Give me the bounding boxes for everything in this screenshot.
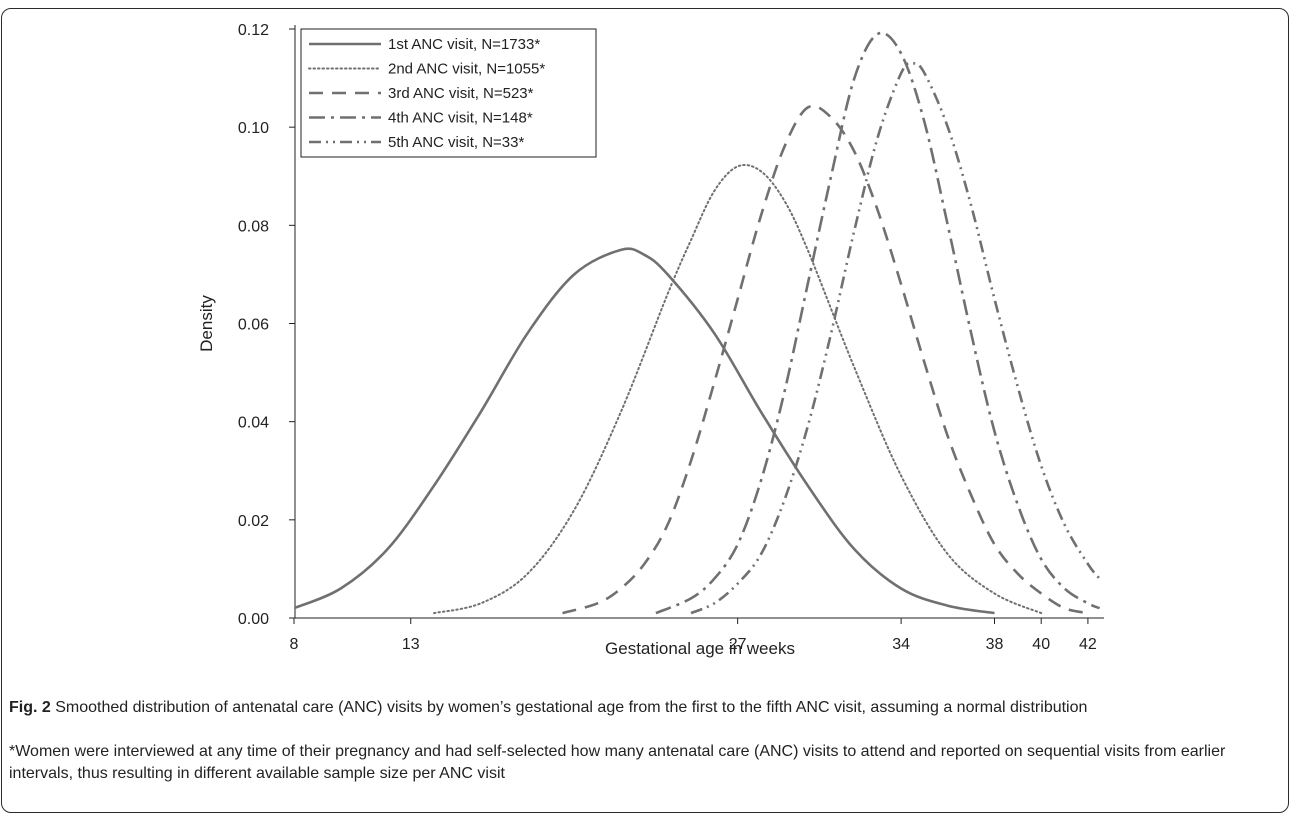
series-line-2 [433,164,1043,615]
y-tick-label: 0.10 [238,120,269,137]
y-tick-label: 0.08 [238,218,269,235]
y-tick-label: 0.12 [238,22,269,39]
y-tick-label: 0.06 [238,317,269,334]
caption-text: Smoothed distribution of antenatal care … [50,699,1088,716]
legend-label-5: 5th ANC visit, N=33* [388,134,524,151]
x-tick-label: 13 [402,636,420,653]
series-line-5 [690,61,1101,615]
x-tick-label: 27 [729,636,747,653]
x-tick-label: 38 [986,636,1004,653]
x-tick-label: 42 [1079,636,1097,653]
caption-footnote: *Women were interviewed at any time of t… [9,743,1226,782]
legend-label-1: 1st ANC visit, N=1733* [388,36,540,53]
legend-label-3: 3rd ANC visit, N=523* [388,85,534,102]
legend-box [300,28,597,158]
x-axis-title: Gestational age in weeks [605,639,795,658]
density-chart: 0.00 0.02 0.04 0.06 0.08 0.10 0.12 8 13 27 34 38 40 4… [197,22,1104,658]
y-tick-label: 0.04 [238,415,269,432]
figure-frame [1,8,1289,813]
series-line-4 [655,31,1101,615]
x-tick-label: 34 [892,636,910,653]
series-line-3 [562,104,1089,615]
x-tick-label: 8 [290,636,299,653]
figure-label: Fig. 2 [9,699,51,716]
figure-caption: Fig. 2 Smoothed distribution of antenata… [9,697,1279,719]
series-line-1 [295,247,995,615]
y-tick-label: 0.00 [238,611,269,628]
legend-label-2: 2nd ANC visit, N=1055* [388,61,545,78]
legend-label-4: 4th ANC visit, N=148* [388,110,533,127]
y-tick-label: 0.02 [238,513,269,530]
x-tick-label: 40 [1032,636,1050,653]
y-axis-title: Density [197,295,216,352]
